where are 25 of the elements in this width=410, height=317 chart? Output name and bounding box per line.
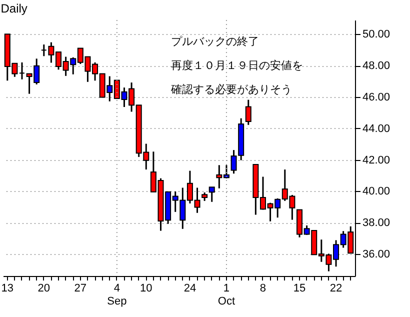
x-tick-label: 13 <box>1 282 14 294</box>
x-tick-label: 1 Oct <box>218 282 236 308</box>
x-tick-label: 15 <box>293 282 306 294</box>
y-tick-label: 46.00 <box>362 91 390 104</box>
annotation: プルバックの終了 <box>171 35 259 48</box>
y-tick-label: 44.00 <box>362 122 390 135</box>
candlestick <box>208 186 215 203</box>
annotation: 再度１０月１９日の安値を <box>171 59 303 72</box>
annotation: 確認する必要がありそう <box>170 83 292 96</box>
x-tick-label: 4 Sep <box>107 282 127 308</box>
y-tick-label: 38.00 <box>362 217 390 230</box>
x-tick-label: 27 <box>74 282 87 294</box>
y-tick-label: 48.00 <box>362 60 390 72</box>
x-tick-label: 24 <box>184 282 196 294</box>
y-tick-label: 36.00 <box>362 248 390 261</box>
x-tick-label: 8 <box>260 282 266 294</box>
candlestick <box>18 62 25 80</box>
y-tick-label: 42.00 <box>362 154 390 166</box>
y-tick-label: 40.00 <box>362 186 390 198</box>
x-tick-label: 10 <box>140 282 152 294</box>
y-tick-label: 50.00 <box>362 28 390 41</box>
x-tick-label: 20 <box>38 282 50 294</box>
chart-title: Daily <box>0 2 28 16</box>
candlestick <box>245 99 252 126</box>
x-tick-label: 22 <box>330 282 342 294</box>
